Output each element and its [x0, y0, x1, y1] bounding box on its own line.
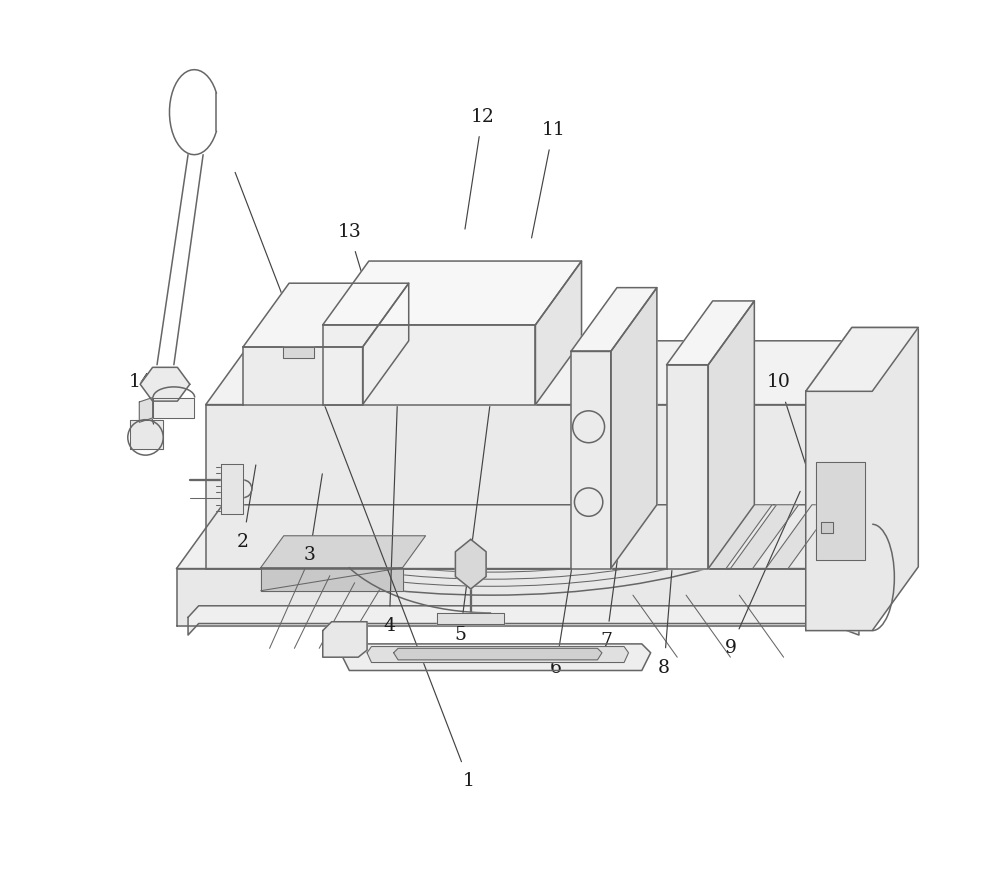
Polygon shape	[243, 284, 409, 347]
Text: 12: 12	[465, 108, 494, 229]
Polygon shape	[730, 505, 799, 569]
Polygon shape	[571, 288, 657, 351]
Polygon shape	[708, 301, 754, 569]
Polygon shape	[363, 284, 409, 404]
Text: 6: 6	[550, 398, 599, 677]
Polygon shape	[206, 404, 823, 569]
Polygon shape	[667, 301, 754, 364]
Polygon shape	[535, 261, 582, 404]
Polygon shape	[394, 648, 602, 660]
Polygon shape	[323, 324, 535, 404]
Polygon shape	[261, 536, 426, 568]
Polygon shape	[455, 540, 486, 589]
Polygon shape	[153, 397, 194, 418]
Polygon shape	[130, 420, 163, 449]
Text: 14: 14	[129, 373, 154, 424]
Polygon shape	[367, 646, 629, 662]
Polygon shape	[816, 462, 865, 560]
Polygon shape	[188, 605, 859, 635]
Text: 11: 11	[532, 121, 565, 238]
Polygon shape	[283, 347, 314, 357]
Polygon shape	[766, 505, 834, 569]
Polygon shape	[177, 569, 854, 626]
Polygon shape	[177, 505, 901, 569]
Text: 7: 7	[600, 447, 633, 650]
Text: 13: 13	[337, 223, 375, 317]
Polygon shape	[323, 261, 582, 324]
Text: 9: 9	[724, 492, 800, 657]
Polygon shape	[806, 327, 918, 391]
Text: 10: 10	[767, 373, 827, 531]
Polygon shape	[704, 505, 772, 569]
Polygon shape	[611, 288, 657, 569]
Polygon shape	[206, 340, 870, 404]
Polygon shape	[261, 568, 403, 590]
Polygon shape	[340, 644, 651, 670]
Text: 8: 8	[658, 398, 686, 677]
Text: 2: 2	[237, 465, 256, 551]
Polygon shape	[806, 327, 918, 630]
Polygon shape	[571, 351, 611, 569]
Text: 4: 4	[383, 385, 398, 635]
Text: 5: 5	[454, 398, 491, 644]
Text: 1: 1	[235, 172, 475, 790]
Polygon shape	[854, 505, 901, 626]
Polygon shape	[140, 367, 190, 401]
Polygon shape	[823, 340, 870, 569]
Polygon shape	[437, 613, 504, 624]
Polygon shape	[667, 364, 708, 569]
Polygon shape	[243, 347, 363, 404]
Polygon shape	[821, 523, 833, 533]
Polygon shape	[221, 464, 243, 514]
Text: 3: 3	[304, 474, 322, 565]
Polygon shape	[323, 621, 367, 657]
Polygon shape	[139, 397, 153, 422]
